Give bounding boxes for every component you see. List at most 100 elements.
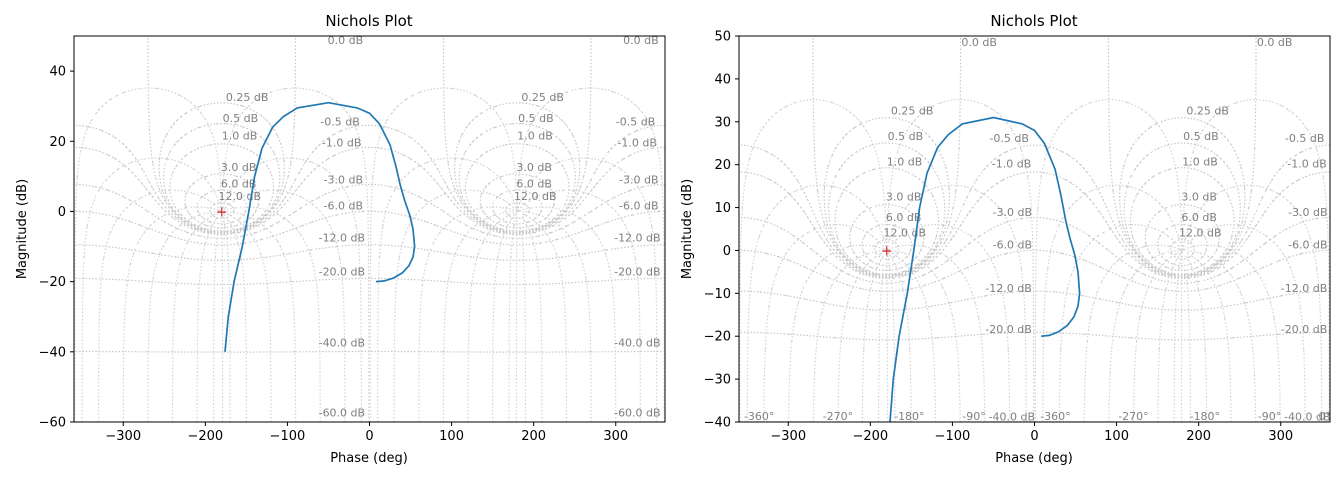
m-contour	[196, 189, 543, 225]
x-axis-label-right: Phase (deg)	[995, 451, 1073, 466]
y-tick-label: 0	[58, 205, 66, 220]
n-contour	[861, 252, 1183, 422]
grid-label: -1.0 dB	[322, 137, 362, 150]
grid-label: -3.0 dB	[993, 206, 1033, 219]
grid-label: -60.0 dB	[614, 407, 661, 420]
grid-label: 12.0 dB	[1179, 227, 1222, 240]
x-axis-label-left: Phase (deg)	[330, 451, 408, 466]
x-tick-label: 100	[439, 429, 464, 444]
x-tick-label: −100	[270, 429, 306, 444]
n-contour	[122, 206, 519, 422]
grid-label: 3.0 dB	[516, 161, 552, 174]
x-tick-label: −300	[770, 429, 806, 444]
chart-right: Nichols Plot 0.0 dB 0.0 dB0.25 dB 0.25 dB0…	[680, 12, 1331, 466]
y-tick-label: 0	[723, 244, 731, 259]
y-axis-label-right: Magnitude (dB)	[680, 179, 695, 279]
y-tick-label: −60	[39, 416, 66, 431]
grid-label: 12.0 dB	[219, 190, 262, 203]
grid-label: -6.0 dB	[619, 200, 659, 213]
grid-label: 0.0 dB	[328, 34, 364, 47]
n-contour	[220, 206, 617, 422]
response-curve-left	[224, 101, 416, 352]
grid-label: 3.0 dB	[221, 161, 257, 174]
n-contour	[837, 251, 1183, 422]
grid-label: 0.25 dB	[226, 91, 269, 104]
x-tick-label: −300	[105, 429, 141, 444]
grid-label: -3.0 dB	[324, 173, 364, 186]
y-tick-label: −20	[704, 330, 731, 345]
grid-label: -360°	[744, 410, 774, 423]
n-contour	[739, 99, 1183, 422]
grid-label: -1.0 dB	[1287, 158, 1327, 171]
n-contour	[171, 212, 518, 422]
grid-label: 3.0 dB	[886, 190, 922, 203]
grid-labels-left: 0.0 dB 0.0 dB 0.25 dB 0.25 dB 0.5 dB 0.5 dB 1.…	[219, 34, 661, 420]
n-contour	[886, 252, 1191, 422]
grid-label: -20.0 dB	[985, 323, 1032, 336]
grid-label: 0.0 dB	[623, 34, 659, 47]
y-tick-label: 40	[714, 72, 731, 87]
y-tick-label: 30	[714, 115, 731, 130]
grid-label: 0.25 dB	[891, 105, 934, 118]
n-contour	[221, 210, 592, 422]
grid-label: 3.0 dB	[1181, 190, 1217, 203]
grid-label: -12.0 dB	[614, 231, 661, 244]
x-tick-label: 300	[603, 429, 628, 444]
m-contour	[147, 36, 592, 234]
y-tick-label: −40	[39, 345, 66, 360]
grid-label: -40.0 dB	[319, 337, 366, 350]
n-contour	[221, 214, 224, 422]
m-contour	[169, 143, 570, 232]
grid-label: -0.5 dB	[989, 132, 1029, 145]
grid-label: -180°	[894, 410, 924, 423]
grid-label: -360°	[1040, 410, 1070, 423]
grid-label: 0.5 dB	[518, 112, 554, 125]
m-contour	[828, 142, 1241, 276]
grid-label: -0.5 dB	[320, 116, 360, 129]
grid-label: 6.0 dB	[516, 178, 552, 191]
grid-label: -180°	[1190, 410, 1220, 423]
grid-label: 0.0 dB	[1257, 36, 1293, 49]
m-contour	[739, 144, 1330, 278]
y-tick-label: 10	[714, 201, 731, 216]
n-contour	[219, 157, 658, 422]
n-contour	[212, 214, 518, 422]
m-contour	[861, 223, 1208, 267]
grid-label: 0.0 dB	[961, 36, 997, 49]
m-contour	[74, 124, 665, 235]
grid-label: 12.0 dB	[514, 190, 557, 203]
m-contour	[739, 290, 1330, 311]
y-tick-label: −20	[39, 275, 66, 290]
x-ticks-right: −300 −200 −100 0 100 200 300	[770, 422, 1293, 444]
x-tick-label: −100	[935, 429, 971, 444]
grid-label: 1.0 dB	[1182, 156, 1218, 169]
y-tick-label: 20	[49, 135, 66, 150]
grid-label: -20.0 dB	[319, 266, 366, 279]
n-contour	[886, 224, 1306, 422]
m-contour	[834, 167, 1235, 275]
n-contour	[788, 244, 1183, 422]
n-contour	[812, 250, 1183, 422]
nichols-grid-left	[74, 36, 665, 422]
grid-label: -6.0 dB	[324, 200, 364, 213]
n-contour	[221, 212, 568, 422]
m-contour	[209, 201, 530, 219]
grid-label: -40.0 dB	[1284, 411, 1331, 424]
grid-label: -270°	[1118, 410, 1148, 423]
plot-frame-left	[73, 35, 666, 423]
grid-label: -6.0 dB	[1288, 238, 1328, 251]
n-contour	[221, 214, 527, 422]
x-tick-label: 300	[1268, 429, 1293, 444]
chart-left-title: Nichols Plot	[325, 12, 412, 30]
grid-label: 1.0 dB	[222, 130, 258, 143]
n-contour	[746, 184, 1183, 422]
y-tick-label: −10	[704, 287, 731, 302]
x-tick-label: −200	[187, 429, 223, 444]
grid-label: -1.0 dB	[992, 158, 1032, 171]
m-contour	[874, 239, 1195, 260]
n-contour	[886, 253, 889, 422]
grid-label: 0°	[1319, 410, 1332, 423]
y-axis-label-left: Magnitude (dB)	[15, 179, 30, 279]
m-contour	[739, 171, 1330, 280]
